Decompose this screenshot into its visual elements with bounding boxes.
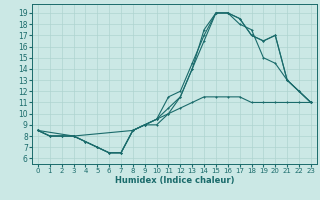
X-axis label: Humidex (Indice chaleur): Humidex (Indice chaleur) — [115, 176, 234, 185]
